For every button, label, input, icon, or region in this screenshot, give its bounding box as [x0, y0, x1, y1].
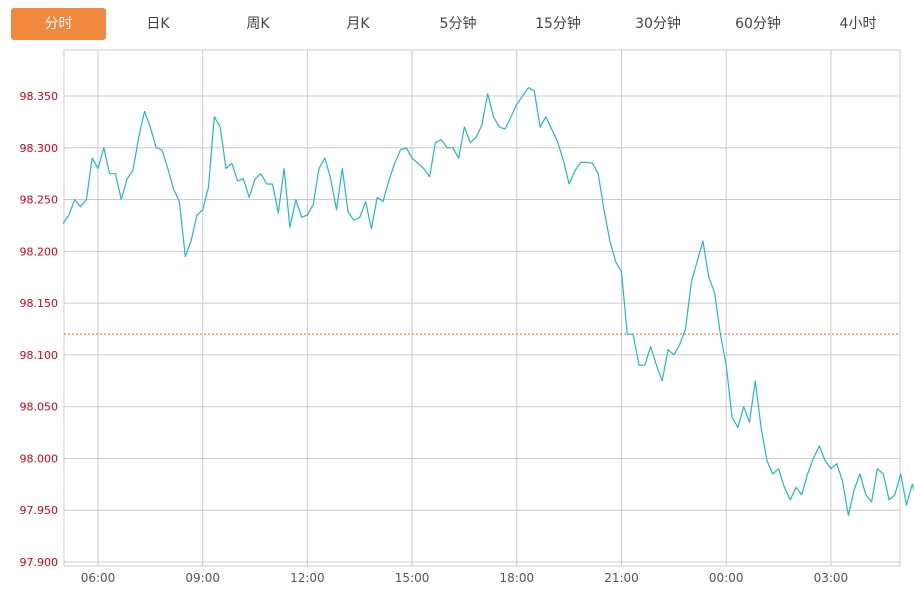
x-tick-label: 12:00 [290, 571, 325, 585]
tab-15min[interactable]: 15分钟 [535, 16, 581, 32]
x-tick-label: 03:00 [814, 571, 849, 585]
y-tick-label: 98.150 [20, 297, 59, 310]
y-axis-ticks: 98.350 98.300 98.250 98.200 98.150 98.100 98.0… [20, 90, 59, 569]
price-line-group [62, 87, 914, 516]
x-tick-label: 18:00 [500, 571, 535, 585]
intraday-chart-svg: 98.350 98.300 98.250 98.200 98.150 98.100 98.0… [20, 49, 914, 585]
tab-4hour[interactable]: 4小时 [839, 16, 877, 32]
y-tick-label: 97.950 [20, 504, 59, 517]
tab-daily-k[interactable]: 日K [146, 16, 170, 32]
x-tick-label: 21:00 [604, 571, 639, 585]
tab-weekly-k[interactable]: 周K [246, 16, 270, 32]
y-tick-label: 98.050 [20, 401, 59, 414]
tab-intraday[interactable]: 分时 [11, 8, 106, 40]
y-tick-label: 98.300 [20, 142, 59, 155]
y-tick-label: 98.100 [20, 349, 59, 362]
tab-30min[interactable]: 30分钟 [635, 16, 681, 32]
x-tick-label: 00:00 [709, 571, 744, 585]
y-tick-label: 98.250 [20, 194, 59, 207]
x-tick-label: 06:00 [81, 571, 116, 585]
x-tick-label: 09:00 [185, 571, 220, 585]
y-tick-label: 98.000 [20, 452, 59, 465]
chart-gridlines [63, 49, 901, 567]
price-series-line [62, 87, 914, 516]
tab-5min[interactable]: 5分钟 [439, 16, 477, 32]
y-tick-label: 98.200 [20, 245, 59, 258]
y-tick-label: 97.900 [20, 556, 59, 569]
tab-monthly-k[interactable]: 月K [346, 16, 370, 32]
x-axis-ticks: 06:00 09:00 12:00 15:00 18:00 21:00 00:00 03:00 [81, 571, 848, 585]
period-tab-bar: 分时 日K 周K 月K 5分钟 15分钟 30分钟 60分钟 4小时 [0, 0, 914, 44]
intraday-chart: 98.350 98.300 98.250 98.200 98.150 98.100 98.0… [0, 44, 914, 586]
x-tick-label: 15:00 [395, 571, 430, 585]
plot-frame [63, 49, 901, 567]
tab-60min[interactable]: 60分钟 [735, 16, 781, 32]
y-tick-label: 98.350 [20, 90, 59, 103]
